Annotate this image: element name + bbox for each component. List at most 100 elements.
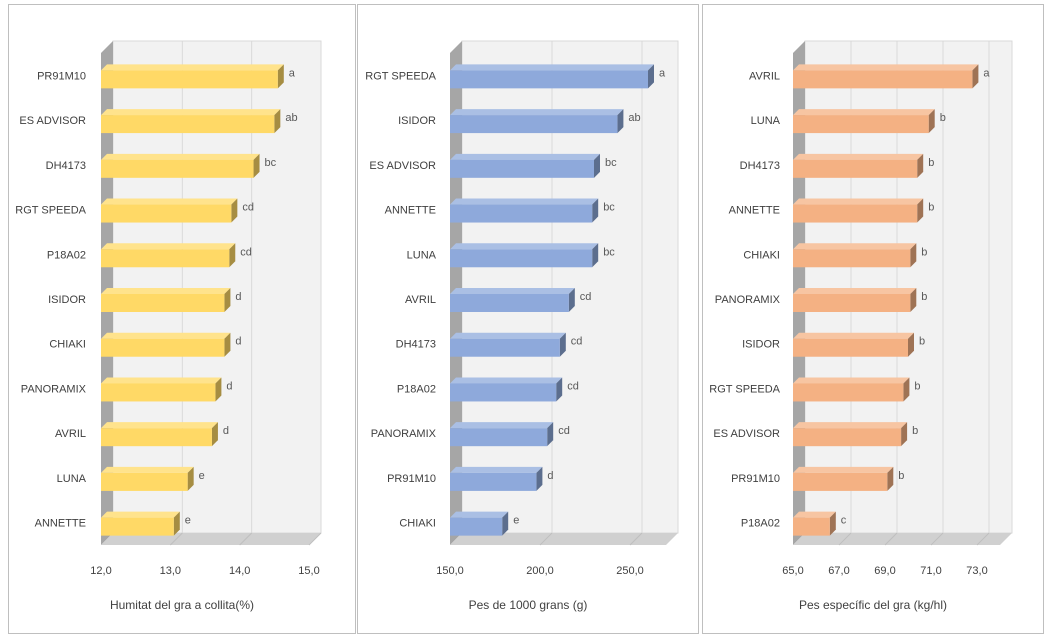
category-label: ANNETTE [35, 518, 86, 530]
data-label: b [914, 380, 920, 392]
category-label: RGT SPEEDA [709, 383, 780, 395]
data-label: b [940, 112, 946, 124]
bar [450, 338, 560, 357]
bar-end [229, 243, 236, 268]
bar-top [450, 466, 543, 473]
x-tick-label: 67,0 [828, 565, 849, 577]
data-label: cd [242, 202, 254, 214]
category-label: PR91M10 [387, 473, 436, 485]
bar [793, 294, 911, 312]
chart-svg-pes-especific: 65,0 67,0 69,0 71,0 73,0 AVRIL a LUNA b DH4173 b AN… [709, 40, 1013, 577]
bar [793, 338, 908, 357]
bar-end [910, 288, 917, 312]
bar [101, 428, 212, 447]
x-tick-label: 14,0 [229, 565, 250, 577]
data-label: bc [265, 157, 277, 169]
bar-top [793, 198, 924, 205]
bar-end [559, 332, 566, 357]
bar-end [211, 422, 218, 447]
gridline-floor [239, 532, 253, 546]
bar-end [887, 466, 894, 491]
category-label: LUNA [751, 115, 781, 127]
x-tick-label: 71,0 [920, 565, 941, 577]
bar-end [274, 109, 281, 134]
data-label: c [841, 515, 847, 527]
bar-top [101, 153, 260, 160]
x-axis-title: Pes de 1000 grans (g) [468, 598, 588, 612]
data-label: a [983, 67, 990, 79]
bar-top [101, 332, 231, 339]
bar [793, 204, 918, 223]
category-label: PANORAMIX [21, 383, 87, 395]
bar [101, 159, 254, 178]
gridline-floor [629, 532, 643, 546]
x-tick-label: 150,0 [436, 565, 464, 577]
gridline-floor [169, 532, 183, 546]
category-label: P18A02 [47, 249, 86, 261]
data-label: cd [567, 380, 579, 392]
x-tick-label: 250,0 [616, 565, 644, 577]
x-tick-label: 73,0 [966, 565, 987, 577]
bar-end [648, 64, 654, 89]
data-label: cd [580, 291, 592, 303]
category-label: ANNETTE [729, 205, 780, 217]
category-label: ANNETTE [385, 205, 436, 217]
gridline-floor [976, 532, 990, 546]
bar [101, 294, 225, 312]
category-label: LUNA [407, 249, 437, 261]
category-label: AVRIL [749, 70, 780, 82]
gridline-floor [838, 532, 852, 546]
bar-top [793, 511, 836, 518]
bar-top [101, 198, 238, 205]
bar [793, 428, 902, 447]
bar-top [450, 243, 599, 250]
data-label: e [185, 515, 191, 527]
bar-end [903, 377, 910, 402]
category-label: CHIAKI [743, 249, 780, 261]
data-label: b [928, 157, 934, 169]
data-label: cd [558, 425, 570, 437]
data-label: e [199, 470, 205, 482]
bar-end [917, 153, 924, 178]
bar-end [231, 198, 238, 223]
bar-top [450, 198, 599, 205]
bar-top [101, 466, 194, 473]
data-label: a [289, 67, 296, 79]
category-label: DH4173 [396, 339, 436, 351]
bar-end [592, 243, 599, 268]
category-label: ES ADVISOR [713, 428, 780, 440]
bar-top [793, 243, 917, 250]
plot-floor [101, 533, 321, 545]
bar-top [101, 288, 231, 294]
gridline-floor [539, 532, 553, 546]
category-label: P18A02 [397, 383, 436, 395]
bar [101, 383, 216, 402]
bar-top [101, 243, 236, 250]
bar-top [450, 288, 575, 294]
bar-top [450, 422, 554, 429]
data-label: d [226, 380, 232, 392]
bar-end [187, 466, 194, 491]
bar-top [101, 511, 180, 518]
bar-top [793, 377, 910, 384]
bar [450, 294, 569, 312]
data-label: d [235, 336, 241, 348]
data-label: d [235, 291, 241, 303]
gridline-floor [308, 532, 322, 546]
data-label: b [921, 246, 927, 258]
x-axis-title: Humitat del gra a collita(%) [109, 598, 255, 612]
chart-svg-humitat: 12,0 13,0 14,0 15,0 PR91M10 a ES ADVISOR ab DH41… [15, 40, 322, 577]
bar-top [450, 511, 509, 518]
bar-end [917, 198, 924, 223]
category-label: RGT SPEEDA [365, 70, 436, 82]
bar-end [277, 64, 284, 89]
category-label: DH4173 [46, 160, 86, 172]
bar [450, 249, 593, 268]
bar [101, 249, 230, 268]
data-label: bc [603, 246, 615, 258]
plot-floor [450, 533, 678, 545]
category-label: ISIDOR [398, 115, 436, 127]
bar [793, 249, 911, 268]
category-label: DH4173 [740, 160, 780, 172]
gridline-floor [930, 532, 944, 546]
